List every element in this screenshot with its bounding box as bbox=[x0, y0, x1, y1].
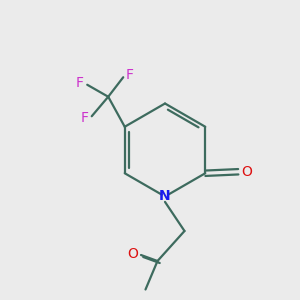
Text: F: F bbox=[76, 76, 84, 90]
Text: F: F bbox=[126, 68, 134, 82]
Text: F: F bbox=[80, 111, 88, 125]
Text: O: O bbox=[127, 247, 138, 260]
Text: O: O bbox=[241, 165, 252, 179]
Text: N: N bbox=[159, 190, 171, 203]
